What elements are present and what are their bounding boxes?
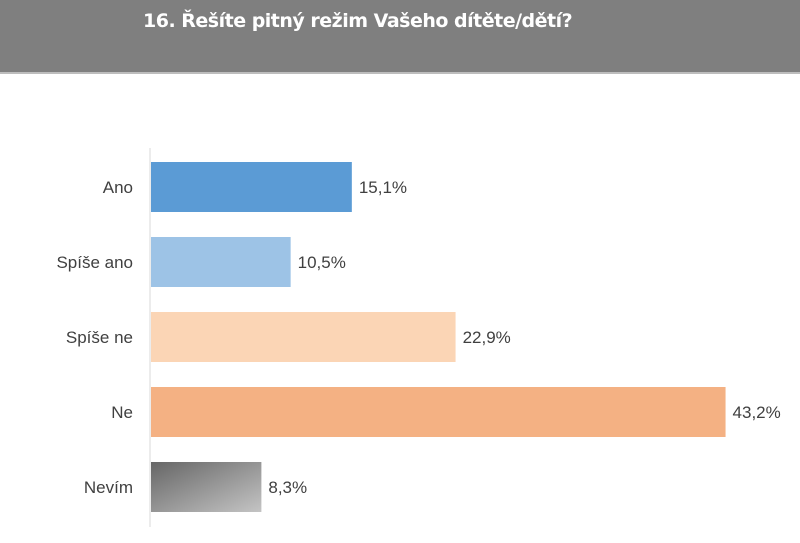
category-label: Spíše ne [66,328,133,347]
data-label: 8,3% [268,478,307,497]
category-label: Ne [111,403,133,422]
data-label: 10,5% [298,253,346,272]
data-label: 22,9% [463,328,511,347]
data-label: 15,1% [359,178,407,197]
chart-title: 16. Řešíte pitný režim Vašeho dítěte/dět… [143,10,573,32]
bar-ano [151,162,352,212]
bar-spíše-ne [151,312,456,362]
category-label: Nevím [84,478,133,497]
data-label: 43,2% [733,403,781,422]
bar-nevím [151,462,262,512]
bar-ne [151,387,726,437]
category-label: Ano [103,178,133,197]
header-band: 16. Řešíte pitný režim Vašeho dítěte/dět… [0,0,800,74]
bar-spíše-ano [151,237,291,287]
category-label: Spíše ano [56,253,133,272]
